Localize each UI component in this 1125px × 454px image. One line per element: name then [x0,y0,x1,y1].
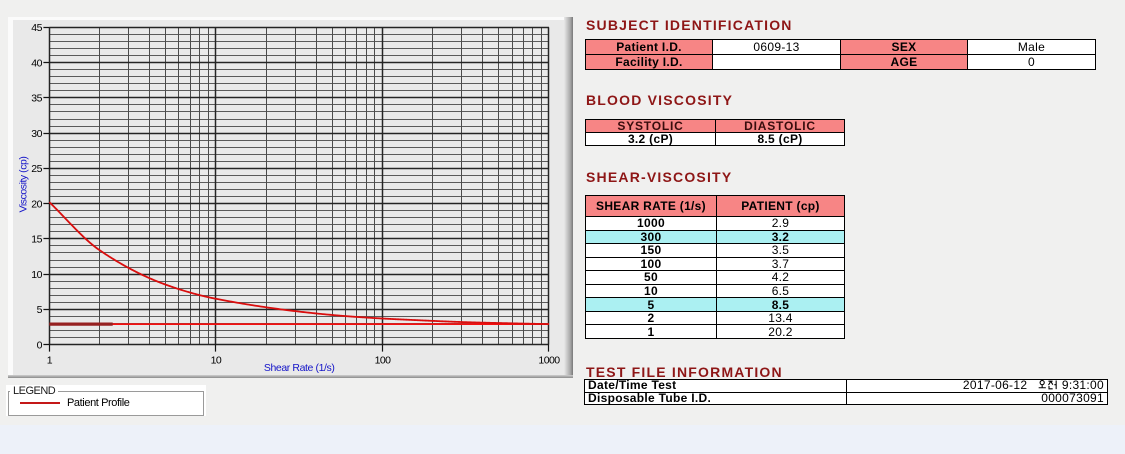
svg-text:100: 100 [375,355,392,367]
svg-text:1: 1 [47,355,53,367]
svg-text:20: 20 [31,198,42,210]
svg-text:40: 40 [31,57,42,69]
svg-text:35: 35 [31,93,42,105]
svg-text:30: 30 [31,128,42,140]
svg-text:45: 45 [31,22,42,34]
svg-text:Shear Rate (1/s): Shear Rate (1/s) [264,362,335,374]
svg-text:Viscosity (cp): Viscosity (cp) [18,157,30,213]
svg-text:10: 10 [211,355,222,367]
svg-text:25: 25 [31,163,42,175]
svg-text:0: 0 [37,339,43,351]
svg-text:10: 10 [31,269,42,281]
svg-text:1000: 1000 [538,355,560,367]
svg-text:15: 15 [31,234,42,246]
svg-text:5: 5 [37,304,43,316]
